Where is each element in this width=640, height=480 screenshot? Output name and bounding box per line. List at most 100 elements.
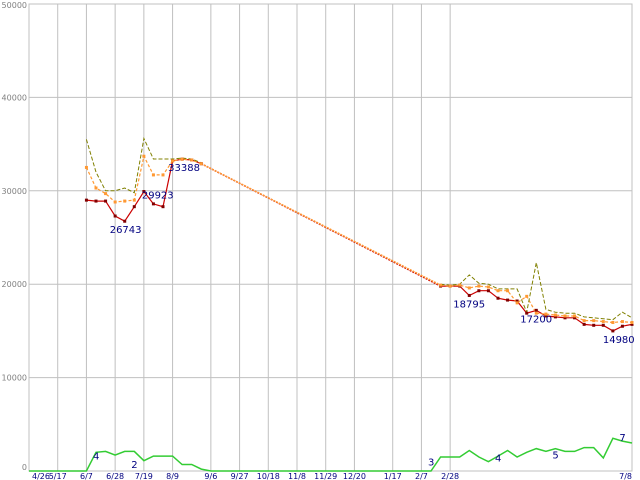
series-average-point [151, 173, 155, 177]
series-markers [84, 154, 634, 333]
series-average-gap-connector [200, 163, 441, 286]
series-main-point [104, 199, 108, 203]
series-main-point [573, 316, 577, 320]
series-lines [29, 136, 633, 472]
data-label: 18795 [453, 299, 485, 310]
x-tick-label: 11/29 [314, 472, 337, 480]
data-label: 29923 [142, 191, 174, 202]
x-tick-label: 6/7 [80, 472, 93, 480]
series-average-point [611, 320, 615, 324]
data-label: 17200 [520, 314, 552, 325]
series-average-point [142, 154, 146, 158]
x-tick-label: 1/17 [384, 472, 402, 480]
series-average-point [477, 284, 481, 288]
count-label: 4 [93, 452, 99, 463]
plot-frame [28, 3, 633, 472]
series-main-point [611, 329, 615, 333]
series-average-point [199, 162, 203, 166]
x-tick-label: 2/7 [415, 472, 428, 480]
x-tick-label: 5/17 [49, 472, 67, 480]
series-average-point [630, 320, 634, 324]
count-label: 5 [552, 451, 558, 462]
y-tick-label: 50000 [2, 1, 27, 10]
series-average-point [180, 157, 184, 161]
x-tick-label: 9/6 [204, 472, 217, 480]
data-label: 26743 [110, 225, 142, 236]
series-average-point [486, 285, 490, 289]
volume-line [29, 437, 633, 472]
series-main-point [132, 205, 136, 209]
series-average-point [592, 319, 596, 323]
series-average-point [601, 320, 605, 324]
series-average-point [496, 289, 500, 293]
series-main-point [525, 311, 529, 315]
series-main-point [534, 308, 538, 312]
series-main-point [582, 322, 586, 326]
series-main-point [601, 323, 605, 327]
series-average-point [573, 314, 577, 318]
x-tick-label: 10/18 [257, 472, 280, 480]
series-average-point [544, 312, 548, 316]
y-axis-ticks: 0 10000 20000 30000 40000 50000 [2, 1, 27, 472]
data-label: 33388 [168, 163, 200, 174]
count-label: 7 [619, 433, 625, 444]
series-main-point [161, 205, 165, 209]
series-main-point [496, 296, 500, 300]
x-tick-label: 6/28 [106, 472, 124, 480]
series-average-point [113, 200, 117, 204]
count-label: 3 [428, 457, 434, 468]
series-main-point [486, 289, 490, 293]
series-main-point [630, 322, 634, 326]
series-average-point [553, 313, 557, 317]
series-main-point [515, 299, 519, 303]
series-main-point [84, 198, 88, 202]
series-average-point [94, 186, 98, 190]
x-tick-label: 9/27 [231, 472, 249, 480]
series-average-point [448, 284, 452, 288]
series-average-point [132, 198, 136, 202]
x-tick-label: 12/20 [343, 472, 366, 480]
series-main-point [113, 214, 117, 218]
series-main-point [592, 323, 596, 327]
series-average-point [190, 158, 194, 162]
series-average-point [582, 319, 586, 323]
x-tick-label: 8/9 [166, 472, 179, 480]
series-average-point [525, 294, 529, 298]
series-average-point [171, 159, 175, 163]
count-label: 4 [495, 454, 501, 465]
series-main-point [123, 219, 127, 223]
y-tick-label: 10000 [2, 374, 27, 383]
count-label: 2 [131, 460, 137, 471]
y-tick-label: 20000 [2, 280, 27, 289]
series-average-point [563, 314, 567, 318]
x-axis-ticks: 4/265/17 6/7 6/28 7/19 8/9 9/6 9/27 10/18 11/8 11… [32, 472, 632, 480]
series-main-point [477, 289, 481, 293]
series-average-point [439, 283, 443, 287]
series-average-point [458, 283, 462, 287]
data-labels: 26743 29923 33388 18795 17200 14980 4 2 3 4 5 7 [93, 163, 635, 471]
y-tick-label: 30000 [2, 187, 27, 196]
x-tick-label: 11/8 [288, 472, 306, 480]
series-average-point [104, 192, 108, 196]
series-average-point [467, 286, 471, 290]
x-tick-label: 2/28 [441, 472, 459, 480]
series-main-point [142, 190, 146, 194]
series-average-point [123, 199, 127, 203]
series-upper-line [85, 136, 202, 194]
series-main-point [94, 199, 98, 203]
series-average-point [515, 301, 519, 305]
series-main-point [553, 315, 557, 319]
y-tick-label: 40000 [2, 93, 27, 102]
series-average-point [506, 289, 510, 293]
series-upper-line [440, 262, 633, 321]
series-average-point [161, 173, 165, 177]
x-tick-label: 4/26 [32, 472, 50, 480]
series-average-point [620, 320, 624, 324]
chart-grid [28, 3, 633, 472]
y-tick-label: 0 [22, 463, 27, 472]
data-label: 14980 [603, 335, 635, 346]
series-main-point [151, 202, 155, 206]
series-main-point [563, 316, 567, 320]
x-tick-label: 7/19 [135, 472, 153, 480]
